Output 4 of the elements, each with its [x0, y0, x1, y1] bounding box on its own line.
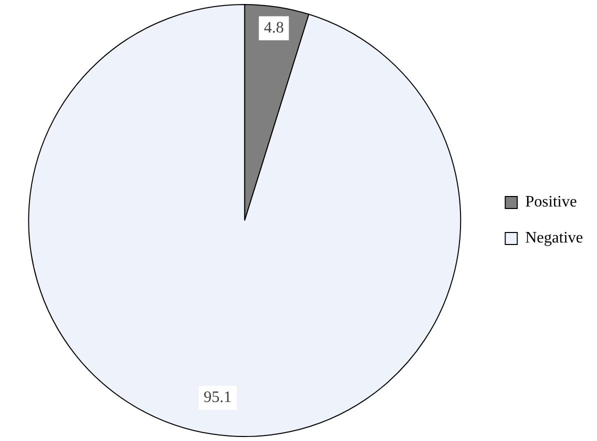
- legend-label: Positive: [525, 194, 577, 211]
- data-label: 4.8: [264, 20, 284, 37]
- legend-label: Negative: [525, 230, 583, 247]
- data-label: 95.1: [204, 388, 232, 406]
